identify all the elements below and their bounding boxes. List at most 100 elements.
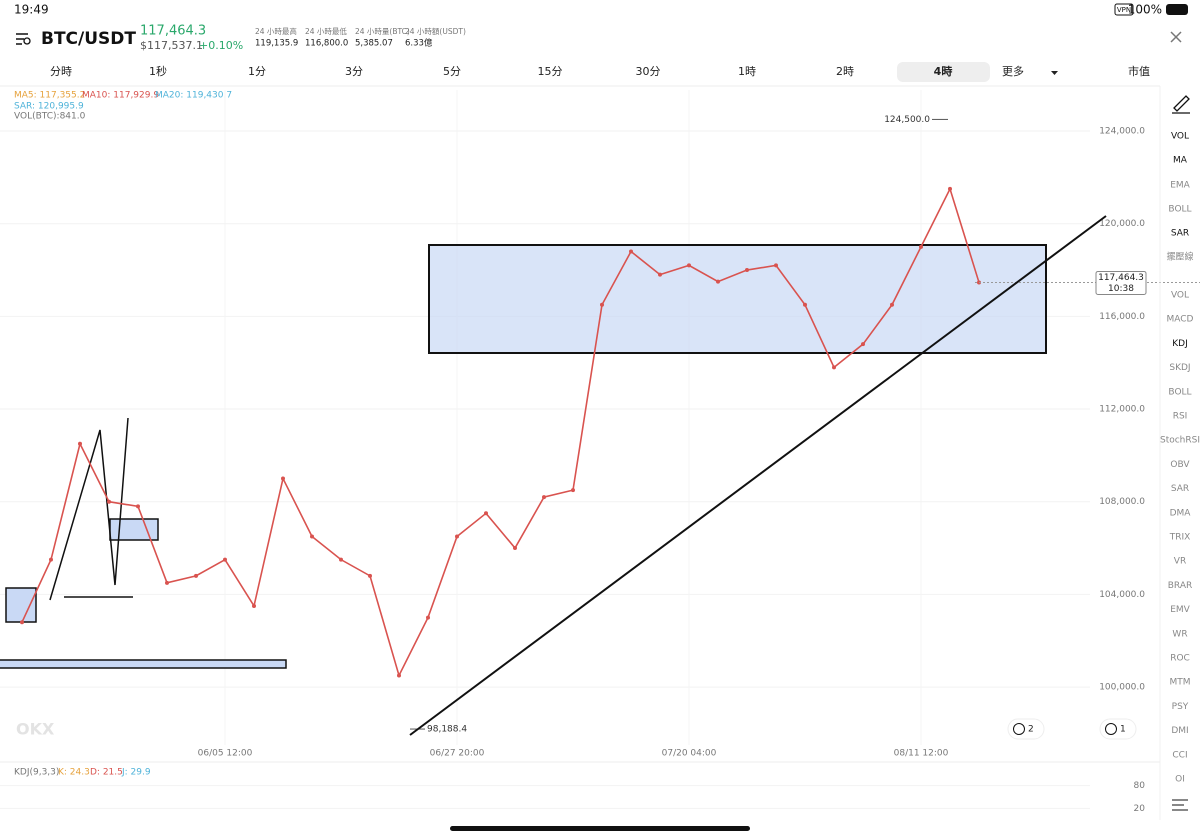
kdj-j: J: 29.9 xyxy=(121,768,151,778)
menu-icon[interactable] xyxy=(16,33,31,45)
timeframe-tab[interactable]: 分時 xyxy=(50,65,72,78)
main-indicator[interactable]: BOLL xyxy=(1168,205,1191,215)
kdj-tick-label: 20 xyxy=(1134,804,1146,814)
y-tick-label: 124,000.0 xyxy=(1099,127,1145,137)
last-price: 117,464.3 xyxy=(140,24,206,39)
stat-label: 24 小時最低 xyxy=(305,26,347,36)
price-point xyxy=(194,573,198,578)
close-button[interactable] xyxy=(1170,31,1182,43)
sub-indicator[interactable]: TRIX xyxy=(1169,533,1191,543)
price-point xyxy=(310,534,314,539)
price-point xyxy=(774,263,778,268)
drawn-box[interactable] xyxy=(428,244,1047,354)
sub-indicator[interactable]: BOLL xyxy=(1168,387,1191,397)
timeframe-tab[interactable]: 5分 xyxy=(443,65,461,78)
price-point xyxy=(223,557,227,562)
main-indicator[interactable]: SAR xyxy=(1171,229,1189,239)
y-tick-label: 112,000.0 xyxy=(1099,405,1145,415)
price-point xyxy=(397,673,401,678)
pair[interactable]: BTC/USDT xyxy=(41,29,136,49)
main-indicator[interactable]: MA xyxy=(1173,156,1188,166)
price-point xyxy=(745,268,749,273)
timeframe-tab[interactable]: 市值 xyxy=(1128,64,1150,78)
main-indicator[interactable]: EMA xyxy=(1170,181,1190,191)
stat-value: 116,800.0 xyxy=(305,39,348,49)
drawn-box[interactable] xyxy=(5,587,37,623)
price-point xyxy=(136,504,140,509)
globe-icon xyxy=(1105,723,1117,735)
y-tick-label: 116,000.0 xyxy=(1099,312,1145,322)
draw-tool[interactable] xyxy=(1172,95,1190,114)
low-label: 98,188.4 xyxy=(427,725,467,735)
price-point xyxy=(426,615,430,620)
price-point xyxy=(20,620,24,625)
sub-indicator[interactable]: MACD xyxy=(1167,315,1194,325)
timeframe-tab[interactable]: 4時 xyxy=(934,64,953,78)
price-point xyxy=(455,534,459,539)
stats: 24 小時最高 119,135.9 24 小時最低 116,800.0 24 小時量(B… xyxy=(255,26,466,49)
timeframe-tab[interactable]: 30分 xyxy=(636,65,661,78)
sub-indicator[interactable]: SKDJ xyxy=(1169,363,1190,373)
stat-value: 119,135.9 xyxy=(255,39,298,49)
kdj-title: KDJ(9,3,3) xyxy=(14,768,59,778)
sub-indicator[interactable]: VOL xyxy=(1171,291,1189,301)
y-tick-label: 120,000.0 xyxy=(1099,219,1145,229)
price-point xyxy=(542,495,546,500)
drawn-box[interactable] xyxy=(0,659,287,669)
globe-icon xyxy=(1013,723,1025,735)
y-tick-label: 108,000.0 xyxy=(1099,497,1145,507)
badge-count[interactable]: 2 xyxy=(1028,725,1034,735)
price-point xyxy=(890,302,894,307)
badge-count[interactable]: 1 xyxy=(1120,725,1126,735)
sub-indicator[interactable]: BRAR xyxy=(1168,581,1192,591)
watermark: OKX xyxy=(16,720,55,739)
sub-indicator[interactable]: OI xyxy=(1175,775,1185,785)
sub-indicator[interactable]: StochRSI xyxy=(1160,436,1200,446)
sub-indicator[interactable]: DMA xyxy=(1170,508,1192,518)
price-point xyxy=(513,546,517,551)
more-arrow[interactable] xyxy=(1051,71,1058,75)
price-point xyxy=(165,580,169,585)
sub-indicator[interactable]: PSY xyxy=(1172,702,1189,712)
timeframe-tab[interactable]: 2時 xyxy=(836,65,854,78)
trend-line[interactable] xyxy=(409,215,1107,736)
sub-indicator[interactable]: MTM xyxy=(1169,678,1190,688)
ma5-label: MA5: 117,355.2 xyxy=(14,91,85,101)
main-indicator[interactable]: VOL xyxy=(1171,132,1189,142)
timeframe-tab[interactable]: 1分 xyxy=(248,65,266,78)
settings-icon[interactable] xyxy=(1172,799,1188,811)
price-point xyxy=(339,557,343,562)
price-point xyxy=(716,279,720,284)
kdj-tick-label: 80 xyxy=(1134,781,1146,791)
price-point xyxy=(861,342,865,347)
sub-indicator[interactable]: WR xyxy=(1172,629,1187,639)
sub-indicator[interactable]: ROC xyxy=(1170,654,1190,664)
status-time: 19:49 xyxy=(14,3,49,17)
ma10-label: MA10: 117,929.9 xyxy=(82,91,159,101)
sub-indicator[interactable]: CCI xyxy=(1172,750,1187,760)
stat-label: 24 小時量(BTC) xyxy=(355,27,410,36)
sub-indicator[interactable]: SAR xyxy=(1171,484,1189,494)
main-indicator[interactable]: 擺壓線 xyxy=(1166,251,1193,263)
timeframe-tab[interactable]: 15分 xyxy=(538,65,563,78)
drawn-box[interactable] xyxy=(109,518,159,541)
kdj-k: K: 24.3 xyxy=(58,768,90,778)
sub-indicator[interactable]: EMV xyxy=(1170,605,1190,615)
sub-indicator[interactable]: OBV xyxy=(1170,460,1190,470)
sub-indicator[interactable]: RSI xyxy=(1173,412,1188,422)
price-point xyxy=(281,476,285,481)
sub-indicator[interactable]: KDJ xyxy=(1172,339,1188,349)
sub-indicator[interactable]: VR xyxy=(1174,557,1186,567)
timeframe-tab[interactable]: 1時 xyxy=(738,65,756,78)
price-point xyxy=(484,511,488,516)
timeframe-tab[interactable]: 更多 xyxy=(1002,64,1024,78)
timeframe-tab[interactable]: 3分 xyxy=(345,65,363,78)
drawn-path[interactable] xyxy=(49,417,129,601)
price-point xyxy=(948,186,952,191)
timeframe-tab[interactable]: 1秒 xyxy=(149,64,167,78)
sub-indicator[interactable]: DMI xyxy=(1171,726,1188,736)
